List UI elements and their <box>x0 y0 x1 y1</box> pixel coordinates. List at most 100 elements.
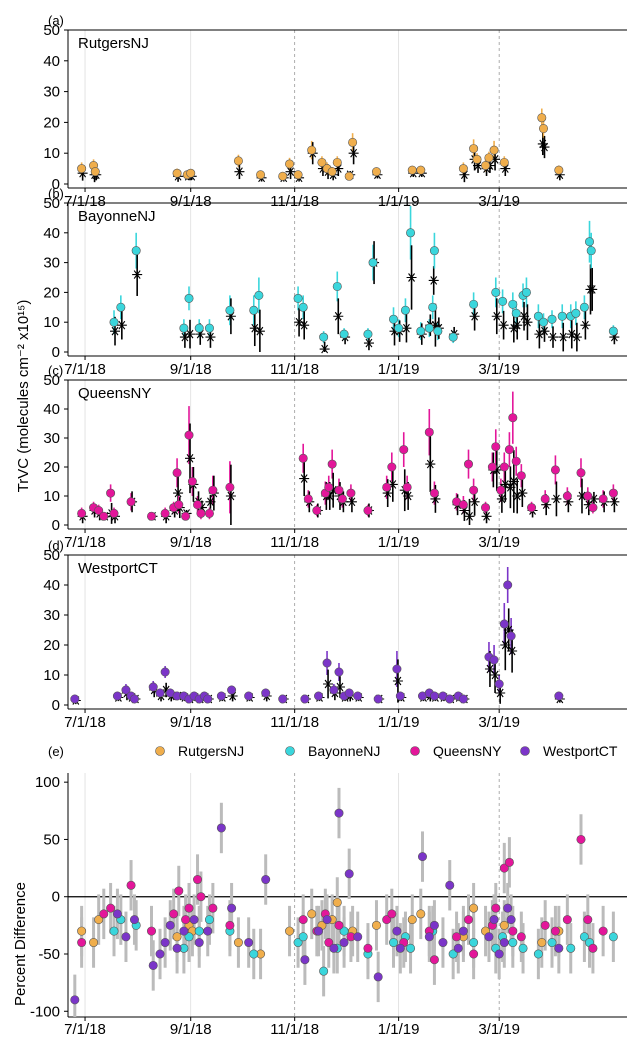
percent-diff-point <box>94 915 104 925</box>
model-star-marker <box>116 320 127 330</box>
percent-diff-point <box>387 909 397 919</box>
percent-diff-point <box>554 943 564 953</box>
data-point <box>373 694 383 704</box>
data-point <box>445 694 455 704</box>
percent-diff-point <box>203 926 213 936</box>
percent-diff-point <box>438 938 448 948</box>
data-point <box>469 299 479 309</box>
data-point <box>499 619 509 629</box>
data-point <box>225 305 235 315</box>
data-point <box>160 667 170 677</box>
percent-diff-point <box>469 938 479 948</box>
data-point <box>496 485 506 495</box>
data-point <box>562 491 572 501</box>
panel-label: (a) <box>48 13 64 28</box>
percent-diff-point <box>540 920 550 930</box>
data-point <box>424 323 434 333</box>
y-tick-label: 0 <box>52 697 60 714</box>
model-star-marker <box>348 148 359 158</box>
percent-diff-point <box>508 938 518 948</box>
data-point <box>469 144 479 154</box>
model-star-marker <box>299 474 310 483</box>
y-tick-label: 20 <box>43 637 60 654</box>
y-tick-label: 0 <box>52 344 60 361</box>
model-star-marker <box>490 670 501 680</box>
model-star-marker <box>110 326 121 336</box>
percent-diff-point <box>452 932 462 942</box>
data-point <box>298 453 308 463</box>
data-point <box>90 167 100 177</box>
data-point <box>368 258 378 268</box>
data-point <box>293 293 303 303</box>
model-star-marker <box>539 142 550 152</box>
data-point <box>583 491 593 501</box>
x-tick-label: 1/1/19 <box>378 714 420 731</box>
data-point <box>550 465 560 475</box>
data-point <box>494 679 504 689</box>
x-tick-label: 3/1/19 <box>478 193 520 210</box>
data-point <box>538 124 548 134</box>
data-point <box>227 685 237 695</box>
model-star-marker <box>425 459 436 469</box>
percent-diff-point <box>576 834 586 844</box>
y-tick-label: 20 <box>43 284 60 301</box>
model-star-marker <box>185 453 196 463</box>
data-point <box>155 688 165 698</box>
percent-diff-point <box>562 915 572 925</box>
percent-diff-point <box>494 949 504 959</box>
data-point <box>344 688 354 698</box>
model-star-marker <box>505 482 516 492</box>
percent-diff-point <box>547 938 557 948</box>
y-axis-label-main: TrVC (molecules cm⁻² x10¹⁵) <box>15 300 32 493</box>
y-tick-label: 10 <box>43 314 60 331</box>
percent-diff-point <box>458 926 468 936</box>
x-tick-label: 1/1/19 <box>378 534 420 551</box>
model-star-marker <box>346 497 357 507</box>
model-star-marker <box>496 494 507 504</box>
data-point <box>469 485 479 495</box>
percent-diff-point <box>227 903 237 913</box>
data-point <box>324 482 334 492</box>
percent-diff-point <box>89 938 99 948</box>
data-point <box>489 145 499 155</box>
data-point <box>293 170 303 180</box>
data-point <box>547 314 557 324</box>
percent-diff-point <box>193 875 203 885</box>
percent-diff-point <box>608 932 618 942</box>
percent-diff-point <box>344 869 354 879</box>
data-point <box>363 505 373 515</box>
data-point <box>225 482 235 492</box>
legend: RutgersNJ BayonneNJ QueensNY WestportCT <box>155 743 618 759</box>
percent-diff-point <box>469 949 479 959</box>
model-star-marker <box>495 688 506 698</box>
percent-diff-point <box>566 943 576 953</box>
data-point <box>329 685 339 695</box>
data-point <box>196 508 206 518</box>
model-star-marker <box>498 320 509 330</box>
data-point <box>458 694 468 704</box>
data-point <box>278 694 288 704</box>
percent-diff-point <box>77 926 87 936</box>
percent-diff-point <box>319 966 329 976</box>
percent-diff-point <box>126 880 136 890</box>
data-point <box>77 164 87 174</box>
percent-diff-point <box>392 926 402 936</box>
data-point <box>416 165 426 175</box>
data-point <box>187 476 197 486</box>
percent-diff-point <box>334 808 344 818</box>
data-point <box>261 688 271 698</box>
percent-diff-point <box>499 920 509 930</box>
percent-diff-point <box>516 932 526 942</box>
percent-diff-point <box>332 897 342 907</box>
data-point <box>464 459 474 469</box>
y-tick-label: -50 <box>38 946 60 963</box>
site-label: QueensNY <box>78 385 151 402</box>
percent-diff-point <box>389 938 399 948</box>
x-tick-label: 9/1/18 <box>170 361 212 378</box>
data-point <box>204 508 214 518</box>
data-point <box>499 462 509 472</box>
data-point <box>126 497 136 507</box>
x-tick-label: 11/1/18 <box>270 193 319 210</box>
percent-diff-point <box>334 920 344 930</box>
data-point <box>363 329 373 339</box>
